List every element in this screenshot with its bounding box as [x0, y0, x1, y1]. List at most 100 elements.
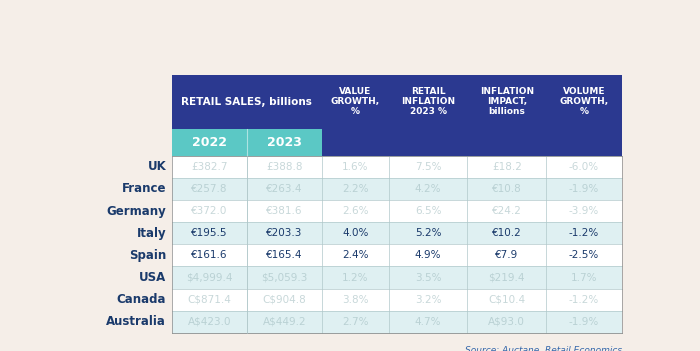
Text: 1.6%: 1.6% — [342, 162, 368, 172]
Text: £18.2: £18.2 — [492, 162, 522, 172]
Bar — [247, 311, 322, 333]
Text: €263.4: €263.4 — [266, 184, 302, 194]
Bar — [546, 74, 622, 128]
Text: €257.8: €257.8 — [191, 184, 228, 194]
Bar — [468, 266, 546, 289]
Text: Source: Auctane, Retail Economics: Source: Auctane, Retail Economics — [465, 346, 622, 351]
Text: -1.2%: -1.2% — [569, 228, 599, 238]
Bar — [247, 128, 322, 155]
Bar — [247, 200, 322, 222]
Bar — [546, 244, 622, 266]
Bar — [322, 266, 388, 289]
Text: VOLUME
GROWTH,
%: VOLUME GROWTH, % — [559, 87, 608, 117]
Text: 3.8%: 3.8% — [342, 295, 368, 305]
Text: 1.7%: 1.7% — [570, 272, 597, 283]
Bar — [172, 200, 247, 222]
Text: 6.5%: 6.5% — [415, 206, 441, 216]
Bar — [247, 178, 322, 200]
Text: 7.5%: 7.5% — [415, 162, 441, 172]
Text: £382.7: £382.7 — [191, 162, 228, 172]
Bar — [546, 128, 622, 155]
Bar — [389, 289, 468, 311]
Bar — [468, 200, 546, 222]
Bar — [172, 244, 247, 266]
Text: 4.0%: 4.0% — [342, 228, 368, 238]
Bar — [247, 222, 322, 244]
Text: Australia: Australia — [106, 315, 166, 328]
Bar — [247, 244, 322, 266]
Bar — [322, 289, 388, 311]
Bar — [172, 222, 247, 244]
Text: -3.9%: -3.9% — [569, 206, 599, 216]
Text: Spain: Spain — [129, 249, 166, 262]
Bar — [322, 128, 388, 155]
Bar — [172, 289, 247, 311]
Text: €195.5: €195.5 — [191, 228, 228, 238]
Text: RETAIL SALES, billions: RETAIL SALES, billions — [181, 97, 312, 107]
Text: -6.0%: -6.0% — [569, 162, 599, 172]
Bar — [172, 128, 247, 155]
Bar — [546, 222, 622, 244]
Text: 4.9%: 4.9% — [415, 250, 441, 260]
Bar — [247, 155, 322, 178]
Text: Italy: Italy — [136, 227, 166, 240]
Bar — [172, 178, 247, 200]
Text: 3.5%: 3.5% — [415, 272, 441, 283]
Bar — [389, 222, 468, 244]
Text: A$93.0: A$93.0 — [489, 317, 525, 327]
Text: A$423.0: A$423.0 — [188, 317, 231, 327]
Text: C$904.8: C$904.8 — [262, 295, 307, 305]
Bar — [247, 289, 322, 311]
Bar — [389, 266, 468, 289]
Text: 2.7%: 2.7% — [342, 317, 368, 327]
Bar — [468, 128, 546, 155]
Text: VALUE
GROWTH,
%: VALUE GROWTH, % — [330, 87, 380, 117]
Bar — [389, 74, 468, 128]
Bar — [546, 311, 622, 333]
Text: C$10.4: C$10.4 — [489, 295, 526, 305]
Text: €381.6: €381.6 — [266, 206, 302, 216]
Bar — [389, 178, 468, 200]
Bar — [546, 178, 622, 200]
Bar — [389, 200, 468, 222]
Bar — [322, 311, 388, 333]
Text: €203.3: €203.3 — [266, 228, 302, 238]
Text: 3.2%: 3.2% — [415, 295, 441, 305]
Bar — [322, 74, 388, 128]
Bar — [172, 74, 322, 128]
Text: €7.9: €7.9 — [495, 250, 519, 260]
Text: INFLATION
IMPACT,
billions: INFLATION IMPACT, billions — [480, 87, 534, 117]
Text: -2.5%: -2.5% — [569, 250, 599, 260]
Text: 4.7%: 4.7% — [415, 317, 441, 327]
Bar — [247, 266, 322, 289]
Bar — [468, 244, 546, 266]
Text: €372.0: €372.0 — [191, 206, 228, 216]
Text: 2023: 2023 — [267, 135, 302, 148]
Text: 2.4%: 2.4% — [342, 250, 368, 260]
Bar — [322, 244, 388, 266]
Bar — [322, 200, 388, 222]
Bar — [389, 244, 468, 266]
Bar — [322, 222, 388, 244]
Text: UK: UK — [148, 160, 166, 173]
Text: €10.8: €10.8 — [492, 184, 522, 194]
Text: €24.2: €24.2 — [492, 206, 522, 216]
Text: Germany: Germany — [106, 205, 166, 218]
Text: -1.9%: -1.9% — [569, 184, 599, 194]
Bar — [468, 155, 546, 178]
Text: USA: USA — [139, 271, 166, 284]
Bar — [546, 289, 622, 311]
Text: 2.2%: 2.2% — [342, 184, 368, 194]
Bar — [546, 200, 622, 222]
Bar — [546, 155, 622, 178]
Text: £388.8: £388.8 — [266, 162, 302, 172]
Bar — [389, 128, 468, 155]
Bar — [468, 178, 546, 200]
Text: €165.4: €165.4 — [266, 250, 302, 260]
Text: $4,999.4: $4,999.4 — [186, 272, 232, 283]
Text: RETAIL
INFLATION
2023 %: RETAIL INFLATION 2023 % — [401, 87, 455, 117]
Bar — [322, 178, 388, 200]
Bar — [468, 222, 546, 244]
Bar — [322, 155, 388, 178]
Bar — [468, 289, 546, 311]
